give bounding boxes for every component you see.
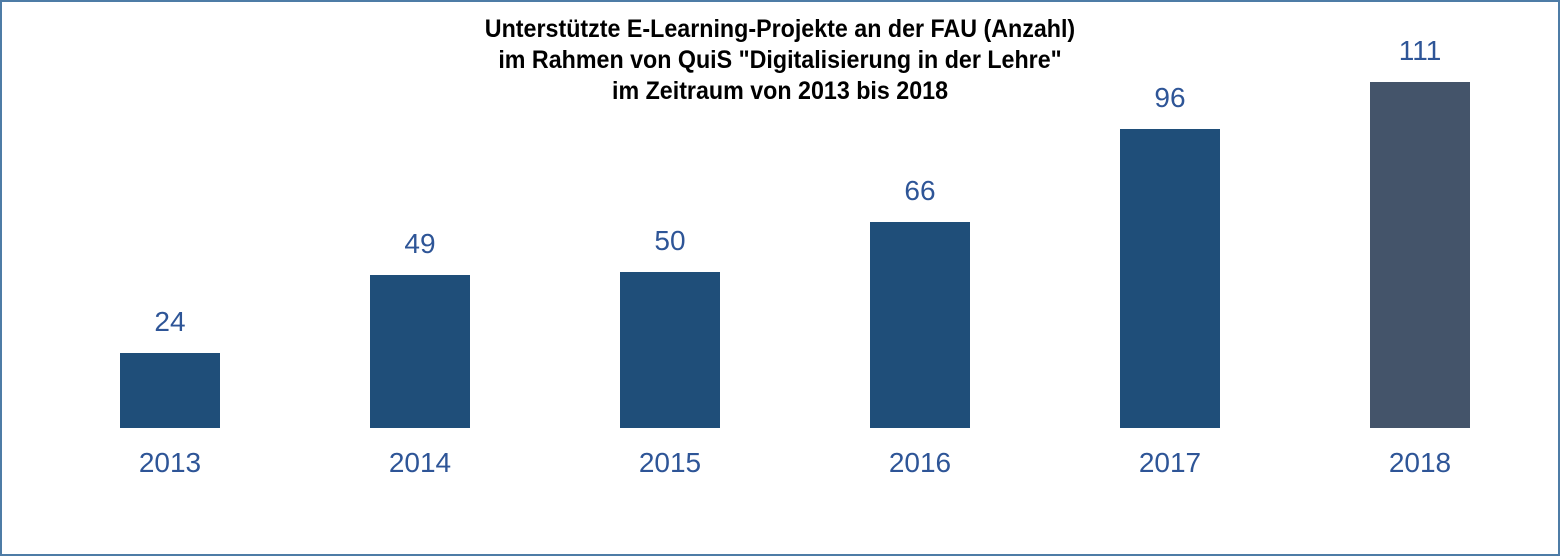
chart-title: Unterstützte E-Learning-Projekte an der … [56, 14, 1503, 107]
bar-column-2018: 111 2018 [1340, 2, 1500, 554]
bar-2014 [370, 275, 470, 428]
bar-column-2016: 66 2016 [840, 2, 1000, 554]
bar-2013 [120, 353, 220, 428]
bar-value-label-2014: 49 [404, 228, 436, 259]
bar-column-2013: 24 2013 [90, 2, 250, 554]
bar-value-label-2018: 111 [1398, 35, 1442, 66]
bar-value-label-2015: 50 [654, 225, 686, 256]
bar-value-label-2017: 96 [1154, 82, 1186, 113]
chart-title-line-1: Unterstützte E-Learning-Projekte an der … [484, 15, 1076, 43]
x-axis-label-2013: 2013 [138, 447, 202, 478]
x-axis-label-2014: 2014 [388, 447, 452, 478]
bar-2018 [1370, 82, 1470, 428]
bar-2017 [1120, 129, 1220, 428]
x-axis-label-2017: 2017 [1138, 447, 1202, 478]
x-axis-label-2015: 2015 [638, 447, 702, 478]
bar-column-2015: 50 2015 [590, 2, 750, 554]
chart-title-line-2: im Rahmen von QuiS "Digitalisierung in d… [498, 46, 1062, 74]
chart-title-line-3: im Zeitraum von 2013 bis 2018 [612, 77, 948, 105]
bar-column-2017: 96 2017 [1090, 2, 1250, 554]
bar-value-label-2016: 66 [904, 175, 936, 206]
bar-column-2014: 49 2014 [340, 2, 500, 554]
bar-2016 [870, 222, 970, 428]
x-axis-label-2018: 2018 [1388, 447, 1452, 478]
bar-value-label-2013: 24 [154, 306, 186, 337]
x-axis-label-2016: 2016 [888, 447, 952, 478]
bar-2015 [620, 272, 720, 428]
